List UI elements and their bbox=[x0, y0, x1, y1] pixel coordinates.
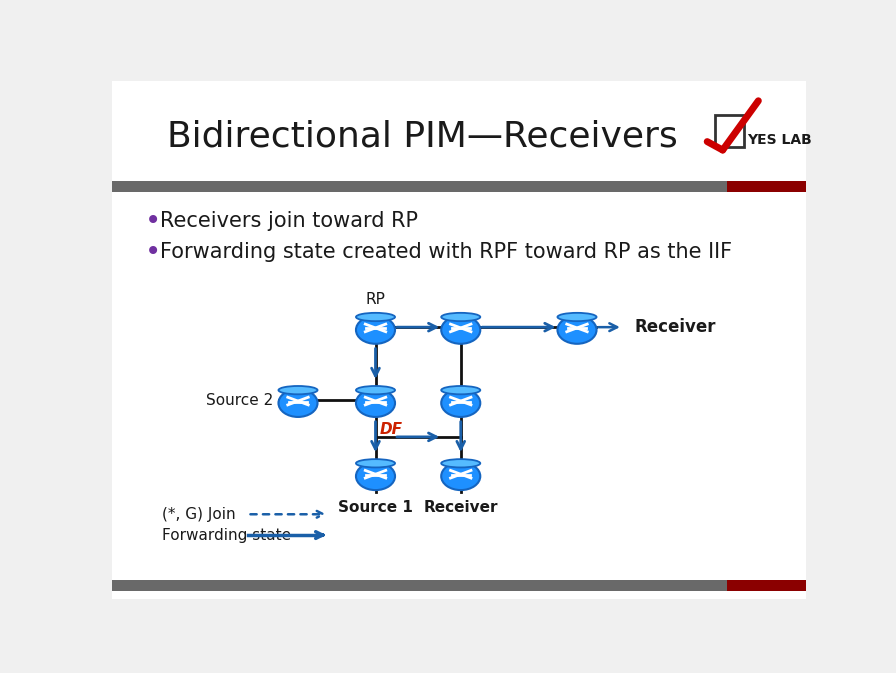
Ellipse shape bbox=[441, 316, 480, 344]
Text: •: • bbox=[144, 238, 160, 266]
Ellipse shape bbox=[557, 313, 597, 321]
Text: RP: RP bbox=[366, 292, 385, 307]
Ellipse shape bbox=[279, 386, 317, 394]
Ellipse shape bbox=[356, 389, 395, 417]
Bar bbox=[715, 114, 745, 147]
Ellipse shape bbox=[356, 386, 395, 394]
Bar bbox=[727, 181, 806, 192]
Text: Forwarding state created with RPF toward RP as the IIF: Forwarding state created with RPF toward… bbox=[160, 242, 732, 262]
Ellipse shape bbox=[441, 313, 480, 321]
Ellipse shape bbox=[441, 459, 480, 468]
Ellipse shape bbox=[441, 386, 480, 394]
Text: Receivers join toward RP: Receivers join toward RP bbox=[160, 211, 418, 231]
Text: (*, G) Join: (*, G) Join bbox=[162, 507, 236, 522]
Text: Source 1: Source 1 bbox=[338, 500, 413, 515]
Ellipse shape bbox=[279, 389, 317, 417]
Text: Receiver: Receiver bbox=[424, 500, 498, 515]
Bar bbox=[727, 579, 806, 590]
Bar bbox=[112, 579, 727, 590]
Text: •: • bbox=[144, 207, 160, 235]
Text: DF: DF bbox=[379, 422, 402, 437]
Bar bbox=[112, 181, 727, 192]
Ellipse shape bbox=[356, 316, 395, 344]
Ellipse shape bbox=[441, 462, 480, 490]
Ellipse shape bbox=[356, 459, 395, 468]
Ellipse shape bbox=[356, 462, 395, 490]
Text: Bidirectional PIM—Receivers: Bidirectional PIM—Receivers bbox=[167, 119, 677, 153]
Ellipse shape bbox=[356, 313, 395, 321]
Ellipse shape bbox=[557, 316, 597, 344]
Text: YES LAB: YES LAB bbox=[747, 133, 813, 147]
Ellipse shape bbox=[441, 389, 480, 417]
Text: Receiver: Receiver bbox=[634, 318, 716, 336]
Text: Forwarding state: Forwarding state bbox=[162, 528, 291, 542]
Text: Source 2: Source 2 bbox=[206, 393, 273, 408]
